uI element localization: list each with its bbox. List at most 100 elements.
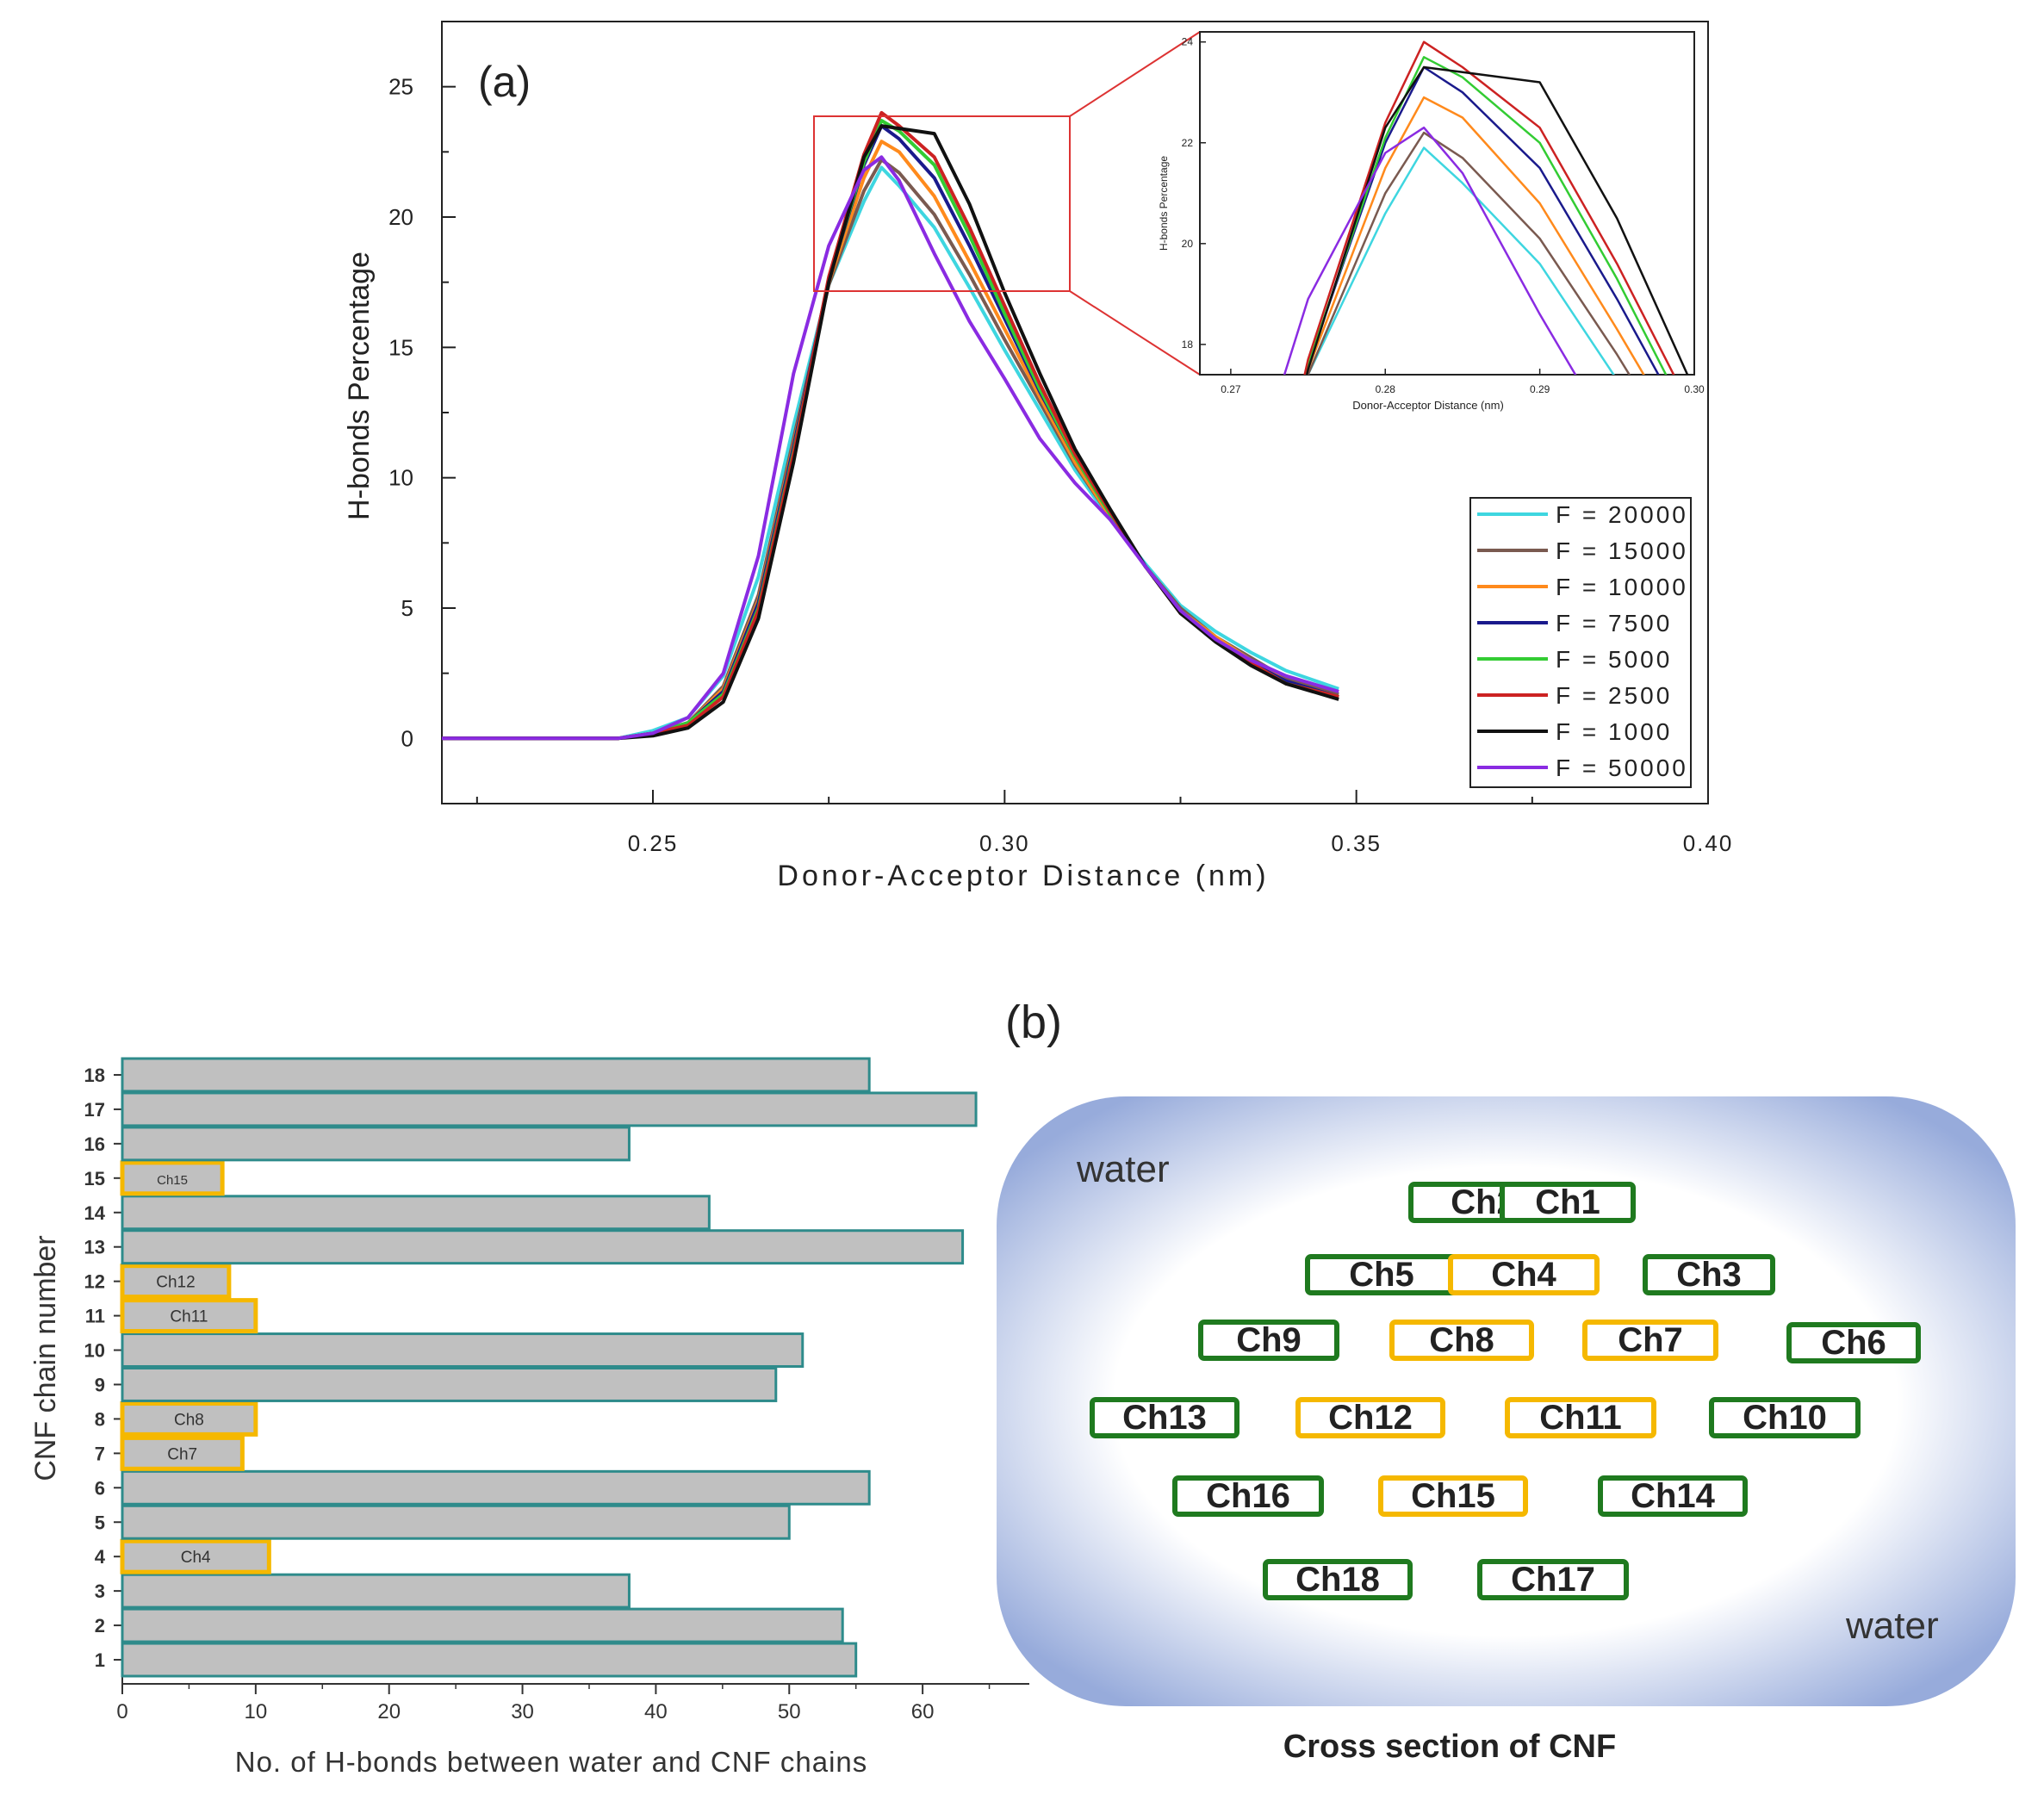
legend-label: F = 1000 bbox=[1556, 718, 1672, 745]
chain-box-ch16 bbox=[1172, 1475, 1324, 1517]
legend-label: F = 20000 bbox=[1556, 501, 1688, 528]
y-tick-label: 20 bbox=[388, 204, 413, 230]
panel-a-label: (a) bbox=[478, 58, 531, 106]
legend-label: F = 15000 bbox=[1556, 537, 1688, 564]
bar-chain-9 bbox=[121, 1367, 778, 1402]
y-tick-label: 15 bbox=[388, 334, 413, 360]
b-y-tick-label: 10 bbox=[84, 1340, 105, 1362]
chain-label: Ch9 bbox=[1236, 1321, 1302, 1359]
chain-box-ch3 bbox=[1643, 1254, 1775, 1295]
bar-chain-15 bbox=[120, 1160, 225, 1196]
bar-chain-1 bbox=[121, 1642, 858, 1678]
chain-label: Ch6 bbox=[1821, 1324, 1886, 1362]
chain-box-ch17 bbox=[1477, 1559, 1629, 1600]
inset-series-line-f5000 bbox=[1304, 56, 1668, 375]
a-y-axis-title: H-bonds Percentage bbox=[343, 252, 376, 520]
chain-label: Ch1 bbox=[1535, 1183, 1600, 1221]
y-tick-label: 0 bbox=[401, 725, 413, 751]
bar-chain-12 bbox=[120, 1264, 232, 1300]
b-x-tick-label: 30 bbox=[511, 1700, 534, 1723]
inset-x-tick-label: 0.30 bbox=[1684, 383, 1705, 395]
inset-x-axis-title: Donor-Acceptor Distance (nm) bbox=[1352, 399, 1504, 412]
zoom-box bbox=[813, 115, 1071, 292]
inset-x-tick-label: 0.28 bbox=[1376, 383, 1396, 395]
chain-label: Ch15 bbox=[1411, 1477, 1495, 1515]
x-tick-label: 0.30 bbox=[979, 830, 1030, 856]
bar-chain-3 bbox=[121, 1573, 631, 1609]
b-x-tick-label: 0 bbox=[116, 1700, 127, 1723]
chain-label: Ch10 bbox=[1743, 1399, 1827, 1437]
series-line-f50000 bbox=[442, 155, 1339, 741]
b-bars: Ch4 Ch7 Ch8 Ch11 Ch12 Ch15 bbox=[120, 1057, 978, 1678]
bar-tag: Ch12 bbox=[156, 1274, 195, 1292]
b-x-tick-label: 50 bbox=[778, 1700, 801, 1723]
b-y-tick-label: 4 bbox=[95, 1546, 106, 1568]
b-y-tick-label: 18 bbox=[84, 1065, 105, 1086]
chain-label: Ch3 bbox=[1676, 1256, 1742, 1294]
chain-box-ch7 bbox=[1582, 1320, 1718, 1361]
chain-box-ch15 bbox=[1378, 1475, 1528, 1517]
chain-box-ch11 bbox=[1505, 1397, 1656, 1438]
legend-items: F = 20000 F = 15000 F = 10000 F = 7500 F = 5… bbox=[1477, 501, 1688, 781]
b-y-tick-label: 16 bbox=[84, 1133, 105, 1155]
panel-b-label: (b) bbox=[1005, 997, 1062, 1048]
bar-chain-8 bbox=[120, 1400, 258, 1437]
bar-chain-17 bbox=[121, 1091, 978, 1127]
inset-series-line-f10000 bbox=[1305, 96, 1645, 375]
a-x-axis-title: Donor-Acceptor Distance (nm) bbox=[777, 860, 1269, 892]
bar-chain-11 bbox=[120, 1298, 258, 1334]
legend: F = 20000 F = 15000 F = 10000 F = 7500 F = 5… bbox=[1469, 497, 1692, 788]
b-y-tick-label: 13 bbox=[84, 1237, 105, 1258]
inset-chart: 0.27 0.28 0.29 0.30 18 20 22 24 Donor-Acceptor … bbox=[1158, 31, 1705, 412]
water-label-bottom: water bbox=[1845, 1605, 1939, 1647]
chain-box-ch8 bbox=[1389, 1320, 1534, 1361]
cross-section-title: Cross section of CNF bbox=[1283, 1729, 1616, 1765]
chain-label: Ch14 bbox=[1631, 1477, 1716, 1515]
bar-chain-16 bbox=[121, 1126, 631, 1162]
chain-label: Ch18 bbox=[1295, 1561, 1380, 1599]
chain-label: Ch16 bbox=[1206, 1477, 1290, 1515]
inset-series-line-f20000 bbox=[1307, 146, 1615, 375]
chain-box-ch1 bbox=[1500, 1182, 1636, 1223]
chain-label: Ch7 bbox=[1618, 1321, 1683, 1359]
inset-x-tick-label: 0.27 bbox=[1221, 383, 1241, 395]
y-tick-label: 25 bbox=[388, 74, 413, 100]
chain-box-ch18 bbox=[1263, 1559, 1413, 1600]
bar-tag: Ch4 bbox=[181, 1549, 211, 1567]
bar-chain-14 bbox=[121, 1195, 711, 1231]
water-label-top: water bbox=[1076, 1148, 1170, 1190]
chain-box-ch13 bbox=[1090, 1397, 1239, 1438]
bar-tag: Ch8 bbox=[174, 1411, 204, 1429]
legend-label: F = 2500 bbox=[1556, 682, 1672, 709]
inset-series-line-f2500 bbox=[1303, 40, 1675, 375]
b-y-tick-label: 12 bbox=[84, 1271, 105, 1293]
b-x-tick-label: 10 bbox=[245, 1700, 268, 1723]
b-y-tick-label: 11 bbox=[85, 1306, 105, 1327]
a-series-group bbox=[442, 110, 1339, 741]
b-y-tick-label: 5 bbox=[95, 1512, 105, 1533]
b-y-tick-label: 15 bbox=[84, 1168, 105, 1189]
inset-series-line-f7500 bbox=[1304, 65, 1660, 375]
inset-frame bbox=[1199, 31, 1695, 376]
inset-y-tick-label: 18 bbox=[1182, 338, 1194, 351]
x-tick-label: 0.40 bbox=[1683, 830, 1734, 856]
zoom-connector-top bbox=[1069, 31, 1201, 117]
legend-label: F = 5000 bbox=[1556, 646, 1672, 673]
bar-chain-18 bbox=[121, 1057, 871, 1093]
chain-box-ch9 bbox=[1198, 1320, 1339, 1361]
b-y-tick-label: 2 bbox=[95, 1615, 105, 1636]
y-tick-label: 5 bbox=[401, 595, 413, 621]
chain-box-ch10 bbox=[1709, 1397, 1861, 1438]
inset-y-tick-label: 20 bbox=[1182, 238, 1194, 250]
bar-tag: Ch7 bbox=[167, 1445, 197, 1463]
b-y-tick-label: 1 bbox=[95, 1649, 105, 1671]
chain-label: Ch17 bbox=[1511, 1561, 1595, 1599]
chain-box-ch12 bbox=[1295, 1397, 1445, 1438]
chain-label: Ch11 bbox=[1539, 1399, 1622, 1437]
b-y-tick-label: 8 bbox=[95, 1408, 105, 1430]
x-tick-label: 0.35 bbox=[1331, 830, 1382, 856]
legend-frame bbox=[1469, 497, 1692, 788]
inset-axis-ticks: 0.27 0.28 0.29 0.30 18 20 22 24 bbox=[1182, 36, 1705, 395]
